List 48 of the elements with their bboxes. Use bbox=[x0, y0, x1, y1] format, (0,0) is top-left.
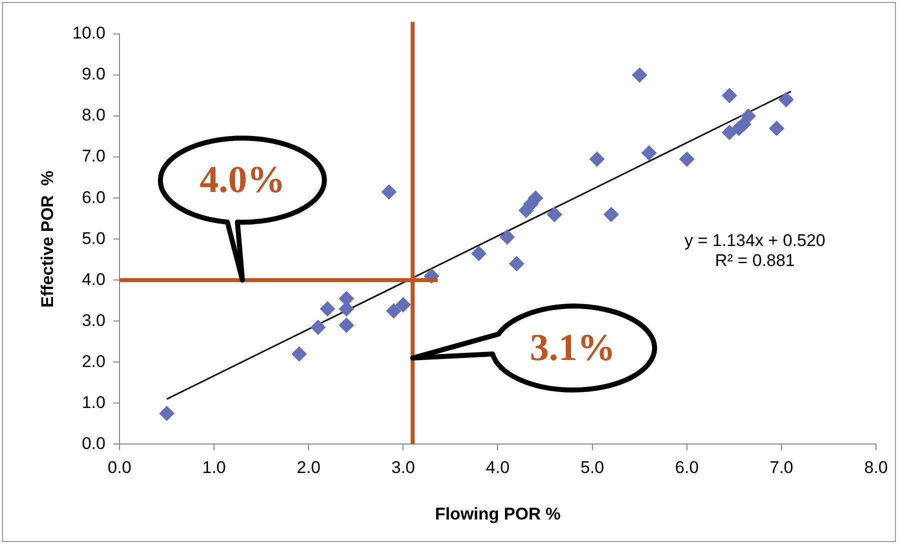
point bbox=[679, 152, 694, 167]
y-tick-label: 6.0 bbox=[82, 188, 106, 207]
point bbox=[722, 88, 737, 104]
point bbox=[546, 206, 562, 222]
point bbox=[590, 152, 605, 167]
point bbox=[740, 108, 756, 124]
point bbox=[320, 301, 336, 316]
x-axis-title: Flowing POR % bbox=[434, 504, 561, 524]
point bbox=[471, 246, 486, 261]
annotation: 4.0% bbox=[200, 158, 286, 202]
y-tick-label: 1.0 bbox=[82, 392, 106, 412]
point bbox=[500, 230, 515, 245]
y-tick-label: 5.0 bbox=[82, 228, 106, 248]
annotation: 3.1% bbox=[530, 326, 616, 370]
x-tick-label: 6.0 bbox=[675, 458, 699, 478]
point bbox=[632, 68, 648, 83]
point bbox=[386, 303, 402, 318]
y-tick-label: 2.0 bbox=[82, 352, 106, 371]
point bbox=[292, 346, 307, 362]
y-axis-title: Effective POR % bbox=[38, 170, 57, 308]
y-tick-label: 10.0 bbox=[72, 24, 106, 43]
point bbox=[642, 145, 657, 160]
point bbox=[310, 320, 326, 335]
y-tick-label: 7.0 bbox=[82, 146, 106, 166]
point bbox=[778, 92, 794, 108]
y-tick-label: 4.0 bbox=[82, 270, 106, 289]
point bbox=[381, 184, 396, 200]
point bbox=[338, 318, 354, 333]
x-tick-label: 8.0 bbox=[864, 458, 888, 478]
y-tick-label: 9.0 bbox=[82, 64, 106, 84]
y-tick-label: 0.0 bbox=[82, 434, 106, 453]
point bbox=[396, 297, 411, 312]
x-tick-label: 5.0 bbox=[580, 458, 604, 478]
x-tick-label: 1.0 bbox=[202, 458, 226, 478]
y-tick-label: 3.0 bbox=[82, 310, 106, 330]
point bbox=[509, 256, 524, 272]
x-tick-label: 0.0 bbox=[108, 458, 132, 478]
y-tick-label: 8.0 bbox=[82, 106, 106, 125]
x-tick-label: 3.0 bbox=[391, 458, 415, 478]
x-tick-label: 4.0 bbox=[486, 458, 510, 478]
annotation: R² = 0.881 bbox=[714, 250, 796, 271]
point bbox=[722, 124, 737, 140]
point bbox=[159, 406, 174, 421]
x-tick-label: 7.0 bbox=[770, 458, 794, 478]
annotation: y = 1.134x + 0.520 bbox=[684, 230, 826, 251]
point bbox=[604, 206, 619, 222]
point bbox=[769, 120, 784, 136]
x-tick-label: 2.0 bbox=[296, 458, 320, 478]
